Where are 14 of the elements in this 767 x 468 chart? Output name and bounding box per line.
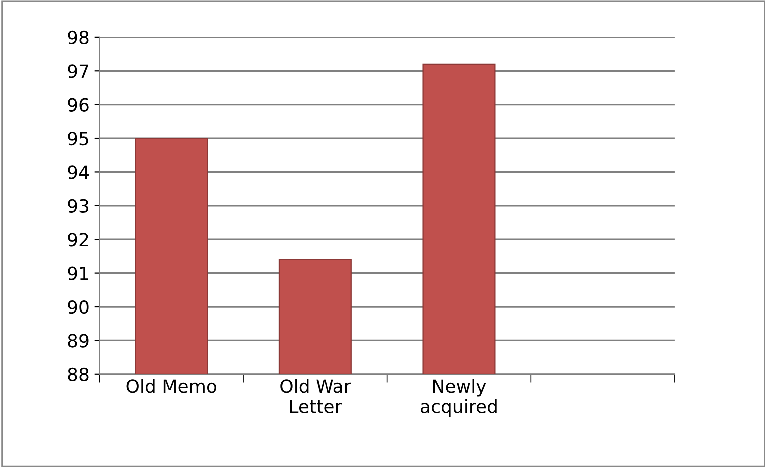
y-tick-label: 97	[68, 64, 88, 78]
x-tick-label: Old War Letter	[280, 379, 352, 414]
y-tick-label: 94	[68, 166, 89, 180]
y-tick-label: 89	[68, 334, 89, 348]
y-tick-label: 98	[68, 30, 89, 45]
y-tick-label: 91	[68, 266, 88, 280]
y-tick-label: 93	[68, 199, 89, 214]
y-tick-label: 88	[68, 368, 89, 382]
y-tick-label: 96	[68, 98, 89, 112]
y-tick-label: 95	[68, 132, 88, 146]
x-tick-label: Newly acquired	[421, 379, 497, 417]
y-tick-label: 92	[68, 233, 88, 247]
y-tick-label: 90	[68, 300, 89, 314]
x-tick-label: Old Memo	[126, 379, 217, 394]
